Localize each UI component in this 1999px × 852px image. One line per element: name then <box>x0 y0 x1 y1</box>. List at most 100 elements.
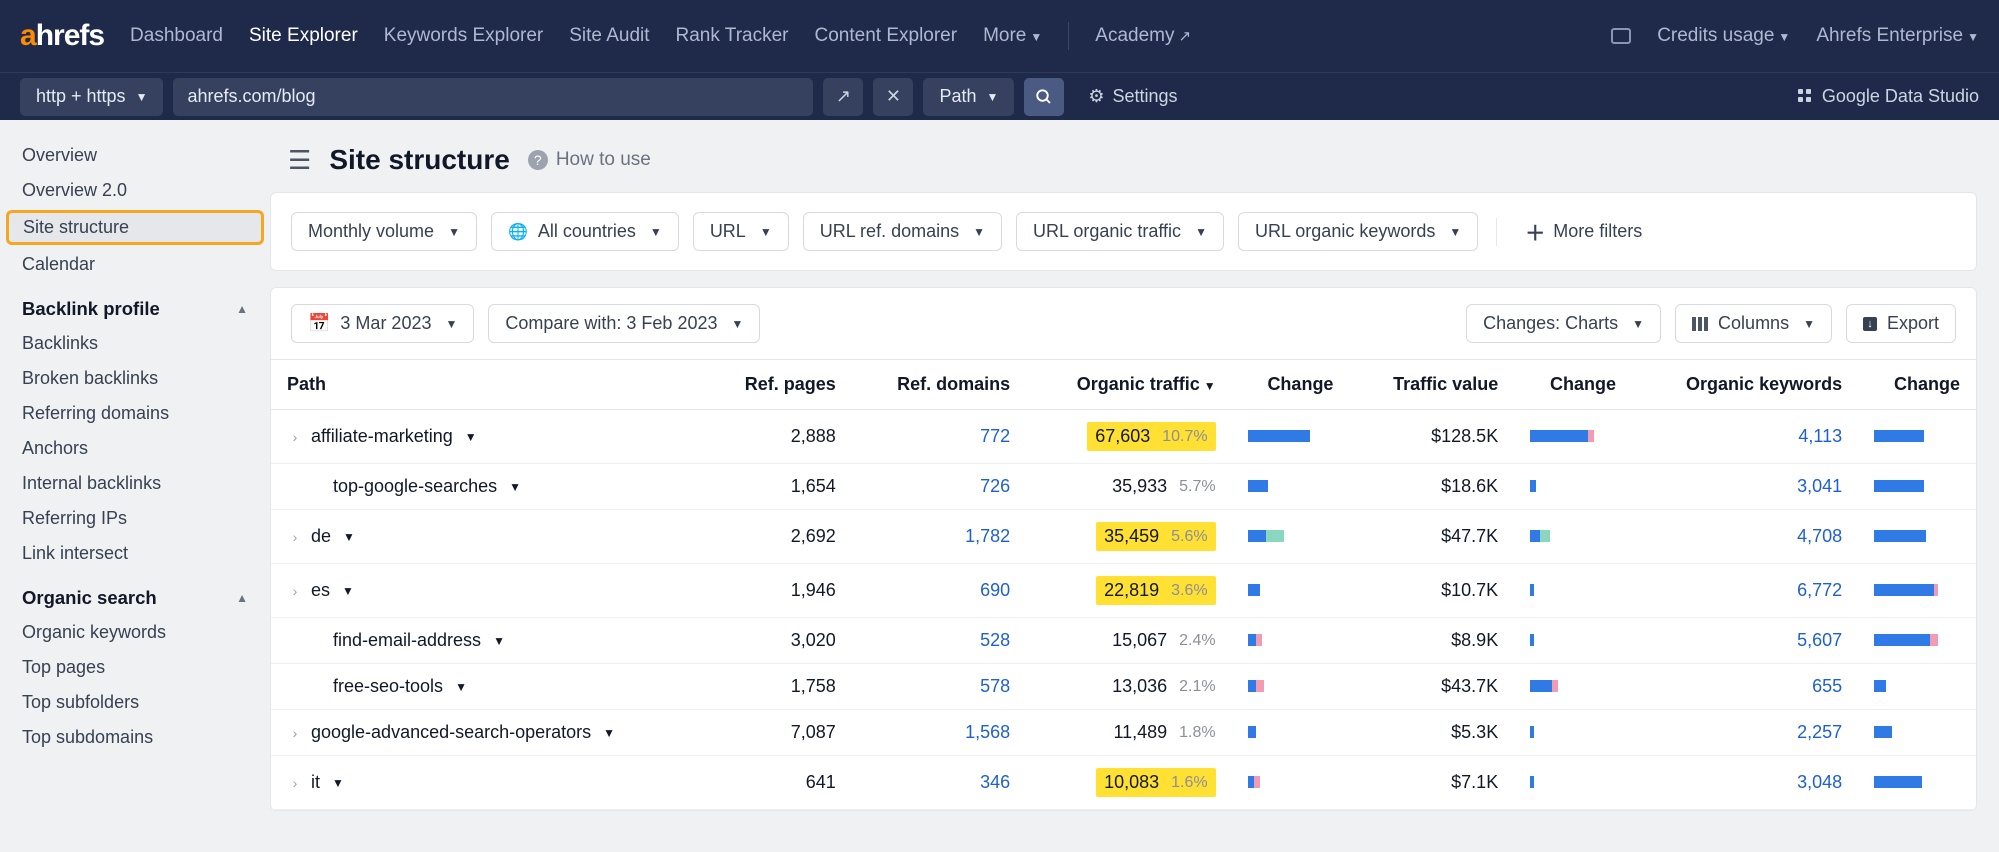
path-menu-icon[interactable]: ▼ <box>343 530 355 544</box>
cell-ref-domains[interactable]: 772 <box>852 410 1026 464</box>
path-link[interactable]: free-seo-tools <box>333 676 443 697</box>
scope-selector[interactable]: Path▼ <box>923 78 1014 116</box>
nav-plan[interactable]: Ahrefs Enterprise▼ <box>1816 25 1979 47</box>
th-change-2[interactable]: Change <box>1514 360 1632 410</box>
cell-organic-keywords[interactable]: 3,048 <box>1632 756 1858 810</box>
expand-icon[interactable]: › <box>287 429 303 445</box>
th-ref-domains[interactable]: Ref. domains <box>852 360 1026 410</box>
path-link[interactable]: affiliate-marketing <box>311 426 453 447</box>
url-input[interactable] <box>173 78 813 116</box>
cell-ref-pages: 641 <box>704 756 852 810</box>
filter-url-organic-keywords[interactable]: URL organic keywords▼ <box>1238 212 1478 251</box>
open-external-icon[interactable]: ↗ <box>823 78 863 116</box>
nav-more[interactable]: More▼ <box>983 25 1042 47</box>
search-button[interactable] <box>1024 78 1064 116</box>
cell-ref-domains[interactable]: 690 <box>852 564 1026 618</box>
path-link[interactable]: top-google-searches <box>333 476 497 497</box>
cell-organic-keywords[interactable]: 4,708 <box>1632 510 1858 564</box>
sidebar-item-link-intersect[interactable]: Link intersect <box>0 536 270 571</box>
sidebar-section-backlink[interactable]: Backlink profile▲ <box>0 282 270 326</box>
path-menu-icon[interactable]: ▼ <box>455 680 467 694</box>
path-menu-icon[interactable]: ▼ <box>342 584 354 598</box>
settings-link[interactable]: ⚙ Settings <box>1088 86 1177 107</box>
cell-organic-keywords[interactable]: 3,041 <box>1632 464 1858 510</box>
menu-toggle-icon[interactable]: ☰ <box>288 145 311 176</box>
th-organic-keywords[interactable]: Organic keywords <box>1632 360 1858 410</box>
nav-site-explorer[interactable]: Site Explorer <box>249 25 358 47</box>
cell-organic-keywords[interactable]: 2,257 <box>1632 710 1858 756</box>
protocol-selector[interactable]: http + https▼ <box>20 78 163 116</box>
path-menu-icon[interactable]: ▼ <box>603 726 615 740</box>
sidebar-item-referring-domains[interactable]: Referring domains <box>0 396 270 431</box>
cell-organic-keywords[interactable]: 6,772 <box>1632 564 1858 618</box>
cell-organic-keywords[interactable]: 655 <box>1632 664 1858 710</box>
sidebar-item-calendar[interactable]: Calendar <box>0 247 270 282</box>
sidebar-item-anchors[interactable]: Anchors <box>0 431 270 466</box>
path-menu-icon[interactable]: ▼ <box>493 634 505 648</box>
expand-icon[interactable]: › <box>287 583 303 599</box>
cell-ref-domains[interactable]: 346 <box>852 756 1026 810</box>
path-menu-icon[interactable]: ▼ <box>332 776 344 790</box>
compare-picker[interactable]: Compare with: 3 Feb 2023▼ <box>488 304 760 343</box>
cell-ref-domains[interactable]: 528 <box>852 618 1026 664</box>
sidebar-item-referring-ips[interactable]: Referring IPs <box>0 501 270 536</box>
sidebar-item-top-subfolders[interactable]: Top subfolders <box>0 685 270 720</box>
cell-ref-pages: 1,946 <box>704 564 852 618</box>
filter-url-organic-traffic[interactable]: URL organic traffic▼ <box>1016 212 1224 251</box>
path-link[interactable]: de <box>311 526 331 547</box>
cell-ref-domains[interactable]: 726 <box>852 464 1026 510</box>
filter-url-ref-domains[interactable]: URL ref. domains▼ <box>803 212 1002 251</box>
nav-site-audit[interactable]: Site Audit <box>569 25 649 47</box>
cell-organic-keywords[interactable]: 4,113 <box>1632 410 1858 464</box>
sidebar-item-organic-keywords[interactable]: Organic keywords <box>0 615 270 650</box>
expand-icon[interactable]: › <box>287 725 303 741</box>
path-menu-icon[interactable]: ▼ <box>465 430 477 444</box>
sidebar-item-overview-2-0[interactable]: Overview 2.0 <box>0 173 270 208</box>
nav-academy[interactable]: Academy↗ <box>1095 25 1191 47</box>
sidebar-item-overview[interactable]: Overview <box>0 138 270 173</box>
expand-icon[interactable]: › <box>287 529 303 545</box>
sidebar-item-backlinks[interactable]: Backlinks <box>0 326 270 361</box>
nav-dashboard[interactable]: Dashboard <box>130 25 223 47</box>
th-path[interactable]: Path <box>271 360 704 410</box>
gear-icon: ⚙ <box>1088 86 1104 107</box>
export-button[interactable]: ↓Export <box>1846 304 1956 343</box>
nav-content-explorer[interactable]: Content Explorer <box>815 25 958 47</box>
sidebar-item-top-subdomains[interactable]: Top subdomains <box>0 720 270 755</box>
path-link[interactable]: es <box>311 580 330 601</box>
filter-url[interactable]: URL▼ <box>693 212 789 251</box>
filter-countries[interactable]: 🌐All countries▼ <box>491 212 679 251</box>
sidebar-item-internal-backlinks[interactable]: Internal backlinks <box>0 466 270 501</box>
expand-icon[interactable]: › <box>287 775 303 791</box>
sidebar-section-organic[interactable]: Organic search▲ <box>0 571 270 615</box>
path-menu-icon[interactable]: ▼ <box>509 480 521 494</box>
path-link[interactable]: google-advanced-search-operators <box>311 722 591 743</box>
th-ref-pages[interactable]: Ref. pages <box>704 360 852 410</box>
th-change-3[interactable]: Change <box>1858 360 1976 410</box>
th-traffic-value[interactable]: Traffic value <box>1349 360 1514 410</box>
path-link[interactable]: it <box>311 772 320 793</box>
date-picker[interactable]: 📅3 Mar 2023▼ <box>291 304 474 343</box>
sidebar-item-site-structure[interactable]: Site structure <box>6 210 264 245</box>
th-organic-traffic[interactable]: Organic traffic▼ <box>1026 360 1231 410</box>
th-change-1[interactable]: Change <box>1232 360 1350 410</box>
nav-keywords-explorer[interactable]: Keywords Explorer <box>384 25 543 47</box>
logo[interactable]: ahrefs <box>20 19 104 53</box>
nav-rank-tracker[interactable]: Rank Tracker <box>676 25 789 47</box>
sidebar-item-top-pages[interactable]: Top pages <box>0 650 270 685</box>
path-link[interactable]: find-email-address <box>333 630 481 651</box>
more-filters-button[interactable]: ＋More filters <box>1515 209 1652 254</box>
cell-ref-domains[interactable]: 1,782 <box>852 510 1026 564</box>
cell-organic-keywords[interactable]: 5,607 <box>1632 618 1858 664</box>
columns-selector[interactable]: Columns▼ <box>1675 304 1832 343</box>
google-data-studio-link[interactable]: Google Data Studio <box>1798 86 1979 107</box>
filter-monthly-volume[interactable]: Monthly volume▼ <box>291 212 477 251</box>
cell-ref-domains[interactable]: 1,568 <box>852 710 1026 756</box>
device-icon[interactable] <box>1611 28 1631 44</box>
sidebar-item-broken-backlinks[interactable]: Broken backlinks <box>0 361 270 396</box>
changes-selector[interactable]: Changes: Charts▼ <box>1466 304 1661 343</box>
nav-credits[interactable]: Credits usage▼ <box>1657 25 1790 47</box>
clear-icon[interactable]: ✕ <box>873 78 913 116</box>
how-to-use-link[interactable]: ? How to use <box>528 149 651 171</box>
cell-ref-domains[interactable]: 578 <box>852 664 1026 710</box>
